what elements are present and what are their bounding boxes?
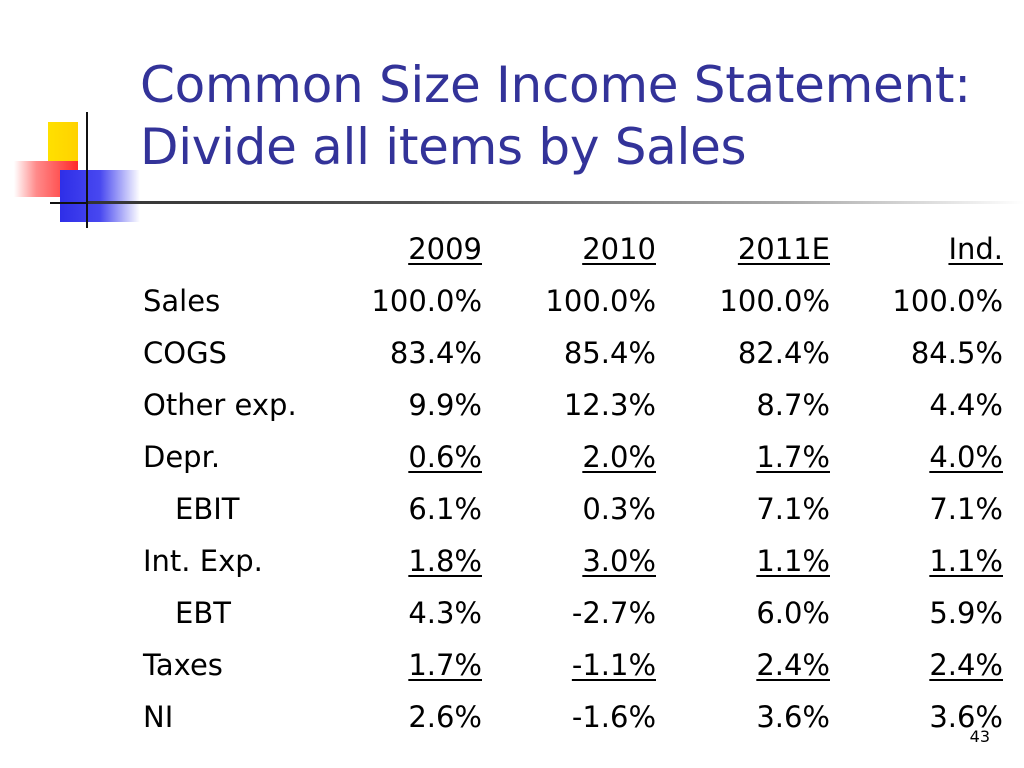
value-cell: 100.0% (719, 284, 830, 318)
value-cell: 3.6% (929, 700, 1003, 734)
column-header-2011e: 2011E (737, 232, 830, 266)
value-cell: 82.4% (737, 336, 830, 370)
row-label: EBIT (175, 492, 240, 526)
row-label: Int. Exp. (143, 544, 263, 578)
value-cell: 100.0% (545, 284, 656, 318)
decorative-vertical-line (86, 112, 88, 228)
value-cell: 0.3% (582, 492, 656, 526)
value-cell: 5.9% (929, 596, 1003, 630)
value-cell: 4.4% (929, 388, 1003, 422)
value-cell: 1.7% (756, 440, 830, 474)
column-header-2009: 2009 (408, 232, 482, 266)
value-cell: 100.0% (371, 284, 482, 318)
table-row-ebt: EBT 4.3% -2.7% 6.0% 5.9% (143, 596, 1003, 636)
table-row-sales: Sales 100.0% 100.0% 100.0% 100.0% (143, 284, 1003, 324)
value-cell: 1.8% (408, 544, 482, 578)
slide-title: Common Size Income Statement: Divide all… (140, 54, 1000, 178)
value-cell: 1.7% (408, 648, 482, 682)
table-row-other-expenses: Other exp. 9.9% 12.3% 8.7% 4.4% (143, 388, 1003, 428)
row-label: COGS (143, 336, 227, 370)
value-cell: 83.4% (389, 336, 482, 370)
row-label: EBT (175, 596, 231, 630)
row-label: Depr. (143, 440, 221, 474)
value-cell: 12.3% (563, 388, 656, 422)
value-cell: 7.1% (929, 492, 1003, 526)
table-row-net-income: NI 2.6% -1.6% 3.6% 3.6% (143, 700, 1003, 740)
value-cell: -1.6% (571, 700, 656, 734)
row-label: Taxes (143, 648, 223, 682)
value-cell: 2.6% (408, 700, 482, 734)
title-divider (88, 201, 1024, 204)
value-cell: 1.1% (756, 544, 830, 578)
decorative-blue-square (60, 170, 140, 222)
table-row-interest-expense: Int. Exp. 1.8% 3.0% 1.1% 1.1% (143, 544, 1003, 584)
page-number: 43 (969, 727, 990, 746)
row-label: Other exp. (143, 388, 297, 422)
value-cell: 85.4% (563, 336, 656, 370)
value-cell: 84.5% (910, 336, 1003, 370)
table-row-cogs: COGS 83.4% 85.4% 82.4% 84.5% (143, 336, 1003, 376)
value-cell: 0.6% (408, 440, 482, 474)
value-cell: -2.7% (571, 596, 656, 630)
value-cell: 3.0% (582, 544, 656, 578)
slide-title-line-1: Common Size Income Statement: (140, 56, 971, 114)
value-cell: 7.1% (756, 492, 830, 526)
value-cell: 8.7% (756, 388, 830, 422)
value-cell: 3.6% (756, 700, 830, 734)
value-cell: 2.0% (582, 440, 656, 474)
value-cell: 2.4% (929, 648, 1003, 682)
column-header-industry: Ind. (948, 232, 1003, 266)
table-row-ebit: EBIT 6.1% 0.3% 7.1% 7.1% (143, 492, 1003, 532)
decorative-yellow-square (48, 122, 78, 164)
slide-title-line-2: Divide all items by Sales (140, 118, 747, 176)
row-label: NI (143, 700, 174, 734)
value-cell: 4.0% (929, 440, 1003, 474)
value-cell: 4.3% (408, 596, 482, 630)
table-row-taxes: Taxes 1.7% -1.1% 2.4% 2.4% (143, 648, 1003, 688)
value-cell: 1.1% (929, 544, 1003, 578)
value-cell: 9.9% (408, 388, 482, 422)
value-cell: 6.1% (408, 492, 482, 526)
value-cell: -1.1% (571, 648, 656, 682)
value-cell: 100.0% (892, 284, 1003, 318)
table-header-row: 2009 2010 2011E Ind. (143, 232, 1003, 272)
value-cell: 2.4% (756, 648, 830, 682)
table-row-depreciation: Depr. 0.6% 2.0% 1.7% 4.0% (143, 440, 1003, 480)
column-header-2010: 2010 (582, 232, 656, 266)
row-label: Sales (143, 284, 221, 318)
value-cell: 6.0% (756, 596, 830, 630)
